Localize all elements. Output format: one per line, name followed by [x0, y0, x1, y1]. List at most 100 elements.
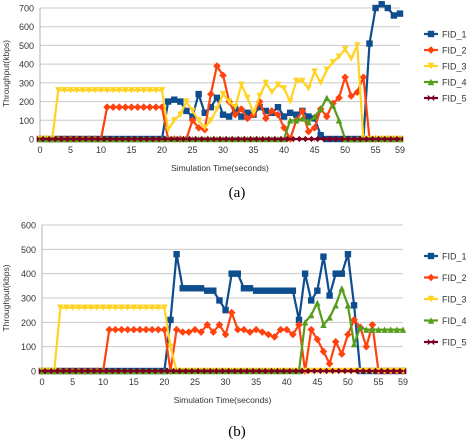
y-tick-label: 500 — [19, 41, 34, 51]
data-point — [277, 287, 284, 294]
data-point — [338, 270, 346, 277]
data-point — [87, 367, 95, 375]
data-point — [317, 132, 324, 139]
legend-marker — [427, 338, 435, 346]
legend-label: FID_3 — [442, 62, 467, 72]
data-point — [396, 10, 404, 17]
data-point — [189, 107, 196, 115]
data-point — [274, 110, 282, 119]
data-point — [283, 287, 290, 294]
data-point — [219, 90, 227, 98]
data-point — [238, 113, 245, 120]
data-point — [304, 127, 313, 136]
data-point — [232, 135, 239, 143]
data-point — [225, 98, 233, 105]
data-point — [130, 304, 137, 311]
data-point — [161, 367, 168, 375]
y-axis-label: Throughput(kbps) — [1, 264, 11, 331]
data-point — [344, 367, 352, 375]
data-point — [246, 285, 254, 292]
data-point — [326, 367, 333, 375]
data-point — [111, 325, 120, 334]
data-point — [204, 287, 211, 294]
data-point — [381, 367, 388, 375]
data-point — [97, 135, 105, 143]
data-point — [210, 287, 217, 294]
data-point — [85, 135, 93, 143]
x-tick-label: 35 — [251, 377, 261, 387]
data-point — [320, 367, 327, 375]
data-point — [268, 107, 276, 115]
data-point — [311, 113, 318, 120]
data-point — [250, 109, 257, 116]
data-point — [311, 135, 318, 143]
data-point — [73, 135, 80, 143]
y-tick-label: 300 — [19, 78, 34, 88]
data-point — [207, 103, 215, 111]
data-point — [225, 113, 233, 120]
x-tick-label: 55 — [374, 377, 384, 387]
data-point — [136, 367, 144, 375]
data-point — [286, 135, 294, 143]
data-point — [109, 103, 118, 111]
y-tick-label: 0 — [29, 135, 34, 145]
data-point — [323, 135, 330, 143]
data-point — [67, 87, 74, 94]
data-point — [130, 367, 137, 375]
y-tick-label: 300 — [21, 294, 36, 304]
data-point — [335, 94, 343, 102]
data-point — [240, 325, 248, 334]
data-point — [183, 135, 190, 143]
data-point — [262, 79, 269, 87]
x-tick-label: 20 — [157, 145, 167, 155]
legend-marker — [427, 317, 435, 324]
data-point — [246, 367, 254, 375]
x-tick-label: 25 — [190, 377, 200, 387]
data-point — [105, 325, 114, 334]
data-point — [265, 287, 272, 294]
data-point — [295, 320, 303, 329]
data-point — [177, 135, 184, 143]
legend-item: FID_5 — [424, 94, 467, 104]
data-point — [344, 251, 352, 258]
data-point — [240, 367, 248, 375]
data-point — [112, 367, 119, 375]
data-point — [332, 302, 339, 309]
data-point — [73, 87, 80, 94]
data-point — [148, 325, 156, 334]
data-point — [228, 367, 235, 375]
data-point — [61, 135, 68, 143]
legend-label: FID_1 — [442, 252, 467, 262]
data-point — [311, 68, 318, 75]
data-point — [87, 304, 95, 311]
data-point — [173, 251, 180, 258]
data-point — [158, 87, 166, 94]
data-point — [280, 123, 288, 132]
legend-marker — [427, 46, 435, 54]
legend-item: FID_3 — [424, 295, 467, 305]
data-point — [256, 92, 263, 100]
data-point — [231, 110, 240, 119]
data-point — [179, 285, 186, 292]
data-point — [210, 367, 217, 375]
data-point — [213, 94, 221, 102]
data-point — [320, 253, 327, 260]
data-point — [240, 285, 248, 292]
data-point — [195, 117, 202, 124]
data-point — [213, 105, 221, 113]
data-point — [274, 103, 282, 111]
legend-label: FID_4 — [442, 316, 467, 326]
data-point — [338, 285, 346, 292]
data-point — [338, 367, 346, 375]
data-point — [122, 135, 129, 143]
data-point — [140, 135, 147, 143]
x-tick-label: 40 — [282, 377, 292, 387]
data-point — [219, 135, 227, 143]
data-point — [177, 98, 184, 105]
data-point — [185, 285, 193, 292]
data-point — [295, 367, 303, 375]
data-point — [338, 350, 346, 358]
data-point — [301, 367, 309, 375]
data-point — [38, 367, 46, 375]
chart-b-svg: 0 100 200 300 400 500 600 0 5 10 15 20 25 30 35 40 45 50 5… — [1, 221, 467, 406]
